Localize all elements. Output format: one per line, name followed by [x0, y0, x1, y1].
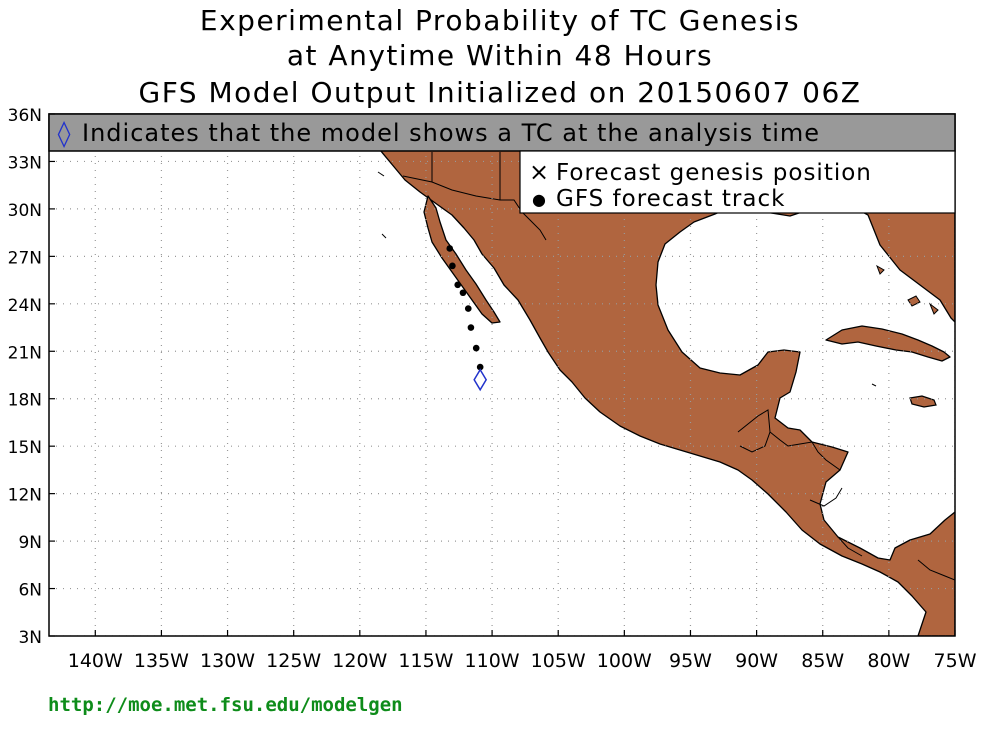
banner-text: Indicates that the model shows a TC at t…	[82, 119, 820, 147]
y-tick-label: 6N	[18, 581, 42, 601]
x-tick-label: 95W	[669, 650, 712, 672]
analysis-diamond-icon	[473, 368, 488, 392]
track-point	[446, 245, 454, 252]
track-point	[467, 324, 475, 331]
mainland-north-america	[379, 149, 955, 636]
y-tick-label: 3N	[18, 628, 42, 648]
banner-diamond-icon: ◊	[58, 119, 71, 149]
x-tick-label: 110W	[465, 650, 520, 672]
x-tick-label: 100W	[597, 650, 652, 672]
y-tick-label: 9N	[18, 533, 42, 553]
track-point	[459, 289, 467, 297]
x-tick-label: 120W	[332, 650, 387, 672]
model-init-line: GFS Model Output Initialized on 20150607…	[138, 76, 862, 109]
x-tick-label: 75W	[934, 650, 977, 672]
x-tick-label: 140W	[68, 650, 123, 672]
track-point	[472, 344, 480, 352]
cuba	[825, 325, 951, 362]
land-masses	[377, 149, 955, 636]
analysis-banner	[48, 113, 956, 152]
y-tick-label: 27N	[8, 248, 42, 268]
x-axis-ticks: 140W 135W 130W 125W 120W 115W 110W 105W 100W 95W 9…	[68, 630, 977, 672]
y-tick-label: 36N	[8, 106, 42, 126]
map-title: Experimental Probability of TC Genesis	[199, 4, 801, 37]
y-tick-label: 12N	[8, 486, 42, 506]
y-tick-label: 30N	[8, 201, 42, 221]
legend-genesis-label: Forecast genesis position	[556, 160, 872, 186]
grid-lines	[49, 114, 955, 636]
x-tick-label: 115W	[398, 650, 453, 672]
legend-track-label: GFS forecast track	[556, 186, 785, 212]
y-tick-label: 24N	[8, 296, 42, 316]
genesis-x-icon: ×	[529, 158, 549, 186]
x-tick-label: 105W	[531, 650, 586, 672]
x-tick-label: 125W	[266, 650, 321, 672]
x-tick-label: 90W	[735, 650, 778, 672]
source-url-link[interactable]: http://moe.met.fsu.edu/modelgen	[48, 694, 403, 716]
track-point	[476, 363, 484, 371]
track-point	[449, 262, 456, 270]
x-tick-label: 135W	[134, 650, 189, 672]
y-tick-label: 15N	[8, 438, 42, 458]
jamaica	[909, 395, 937, 408]
y-tick-label: 33N	[8, 153, 42, 173]
track-point	[454, 281, 461, 289]
forecast-track	[446, 245, 488, 392]
y-tick-label: 21N	[8, 343, 42, 363]
x-tick-label: 130W	[200, 650, 255, 672]
x-tick-label: 85W	[801, 650, 844, 672]
x-tick-label: 80W	[867, 650, 910, 672]
y-tick-label: 18N	[8, 391, 42, 411]
track-dot-icon: ●	[532, 190, 546, 209]
track-point	[464, 305, 472, 312]
legend-box	[519, 150, 956, 214]
map-subtitle: at Anytime Within 48 Hours	[286, 39, 714, 72]
y-axis-ticks: 36N 33N 30N 27N 24N 21N 18N 15N 12N 9N 6N 3N	[8, 106, 55, 648]
